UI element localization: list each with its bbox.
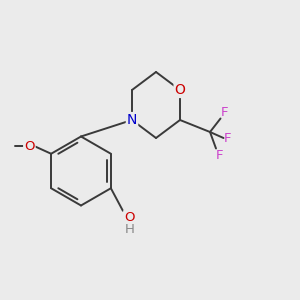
Text: H: H xyxy=(124,223,134,236)
Text: O: O xyxy=(124,211,135,224)
Text: O: O xyxy=(24,140,34,153)
Text: O: O xyxy=(175,83,185,97)
Text: F: F xyxy=(220,106,228,118)
Text: N: N xyxy=(127,113,137,127)
Text: F: F xyxy=(224,131,231,145)
Text: F: F xyxy=(216,148,224,161)
